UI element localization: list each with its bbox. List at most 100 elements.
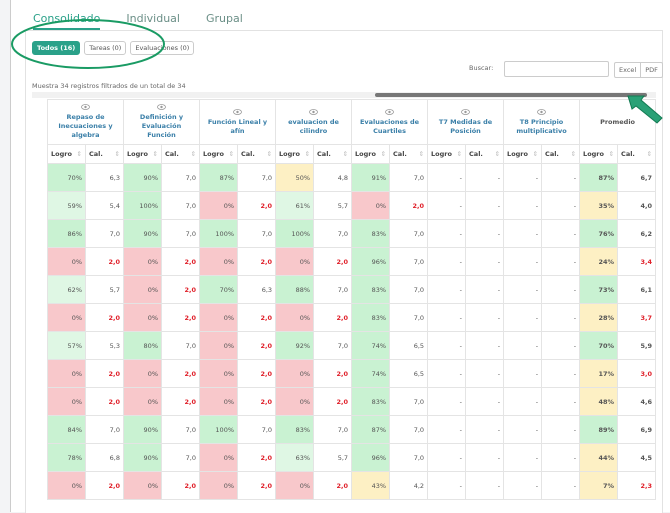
logro-cell: 28% [579,303,619,332]
tab[interactable]: Consolidado [33,12,101,30]
logro-cell: 0% [199,387,239,416]
cal-cell: - [465,163,505,192]
cal-cell: 7,0 [313,415,353,444]
subheader[interactable]: Logro [47,144,86,164]
logro-cell: 76% [579,219,619,248]
eye-icon[interactable] [309,108,318,115]
logro-cell: 86% [47,219,86,248]
export-button[interactable]: PDF [640,63,662,77]
logro-cell: 92% [275,331,315,360]
cal-cell: - [465,191,505,220]
subheader[interactable]: Logro [123,144,162,164]
eye-icon[interactable] [157,104,166,110]
subheader[interactable]: Logro [275,144,315,164]
cal-cell: - [465,443,505,472]
logro-cell: - [427,163,467,192]
cal-cell: 2,0 [313,387,353,416]
logro-cell: 70% [47,163,86,192]
column-title: Definición y Evaluación Función [139,113,184,139]
scrollbar[interactable] [32,92,656,98]
tab[interactable]: Grupal [205,12,243,25]
cal-cell: 2,0 [237,247,277,276]
cal-cell: 4,5 [617,443,657,472]
column-header[interactable]: evaluacion de cilindro [275,99,353,145]
column-title: Función Lineal y afín [207,117,268,135]
logro-cell: - [427,415,467,444]
column-header[interactable]: T8 Principio multiplicativo [503,99,581,145]
cal-cell: - [541,303,581,332]
subheader[interactable]: Cal. [237,144,277,164]
column-title: T8 Principio multiplicativo [516,117,567,135]
cal-cell: - [541,163,581,192]
cal-cell: 2,0 [85,359,124,388]
column-header[interactable]: Función Lineal y afín [199,99,277,145]
logro-cell: - [503,247,543,276]
filter-pill[interactable]: Todos (16) [32,41,81,55]
column-header[interactable]: Definición y Evaluación Función [122,99,201,145]
logro-cell: 0% [47,303,86,332]
subheader[interactable]: Cal. [389,144,429,164]
logro-cell: 62% [47,275,86,304]
logro-cell: 0% [275,387,315,416]
subheader[interactable]: Cal. [541,144,581,164]
eye-icon[interactable] [385,108,394,115]
subheader[interactable]: Logro [427,144,467,164]
scroll-thumb[interactable] [375,93,647,97]
column-header[interactable]: T7 Medidas de Posición [427,99,505,145]
data-row: 78% 6,8 90% 7,0 0% 2,0 63% 5,7 96% 7,0- - - -44% 4,5 [47,443,657,472]
cal-cell: - [541,443,581,472]
eye-icon[interactable] [81,104,90,110]
subheader[interactable]: Logro [579,144,619,164]
logro-cell: - [427,443,467,472]
logro-cell: 0% [47,359,86,388]
cal-cell: 2,3 [617,471,657,500]
cal-cell: 2,0 [85,247,124,276]
logro-cell: 73% [579,275,619,304]
tab[interactable]: Individual [126,12,180,25]
cal-cell: 5,3 [85,331,124,360]
subheader[interactable]: Logro [503,144,543,164]
cal-cell: - [541,275,581,304]
data-row: 0% 2,0 0% 2,0 0% 2,0 0% 2,0 74% 6,5- - - -17% 3,0 [47,359,657,388]
cal-cell: 6,9 [617,415,657,444]
cal-cell: - [465,303,505,332]
subheader[interactable]: Logro [351,144,391,164]
data-row: 59% 5,4 100% 7,0 0% 2,0 61% 5,7 0% 2,0- - - -35% 4,0 [47,191,657,220]
eye-icon[interactable] [537,108,546,115]
column-header[interactable]: Evaluaciones de Cuartiles [351,99,429,145]
cal-cell: 6,2 [617,219,657,248]
subheader[interactable]: Cal. [313,144,353,164]
cal-cell: 5,7 [313,443,353,472]
logro-cell: 96% [351,443,391,472]
logro-cell: - [427,331,467,360]
filter-pill[interactable]: Tareas (0) [84,41,127,55]
cal-cell: 7,0 [160,415,201,444]
cal-cell: 7,0 [389,415,429,444]
cal-cell: 7,0 [160,219,201,248]
eye-icon[interactable] [461,108,470,115]
logro-cell: 0% [199,359,239,388]
subheader[interactable]: Logro [199,144,239,164]
cal-cell: 6,8 [85,443,124,472]
eye-icon[interactable] [233,108,242,115]
cal-cell: 2,0 [237,387,277,416]
logro-cell: - [503,219,543,248]
subheader[interactable]: Cal. [617,144,657,164]
cal-cell: 5,7 [313,191,353,220]
cal-cell: 2,0 [313,359,353,388]
cal-cell: 3,4 [617,247,657,276]
subheader[interactable]: Cal. [160,144,201,164]
column-header[interactable]: Repaso de Inecuaciones y algebra [47,99,124,145]
cal-cell: - [465,331,505,360]
cal-cell: - [541,219,581,248]
logro-cell: 57% [47,331,86,360]
cal-cell: 5,4 [85,191,124,220]
search-input[interactable] [504,61,609,77]
logro-cell: - [503,191,543,220]
column-header[interactable]: Promedio [579,99,657,145]
subheader[interactable]: Cal. [465,144,505,164]
subheader[interactable]: Cal. [85,144,124,164]
export-button[interactable]: Excel [619,66,637,74]
filter-pill[interactable]: Evaluaciones (0) [130,41,195,55]
